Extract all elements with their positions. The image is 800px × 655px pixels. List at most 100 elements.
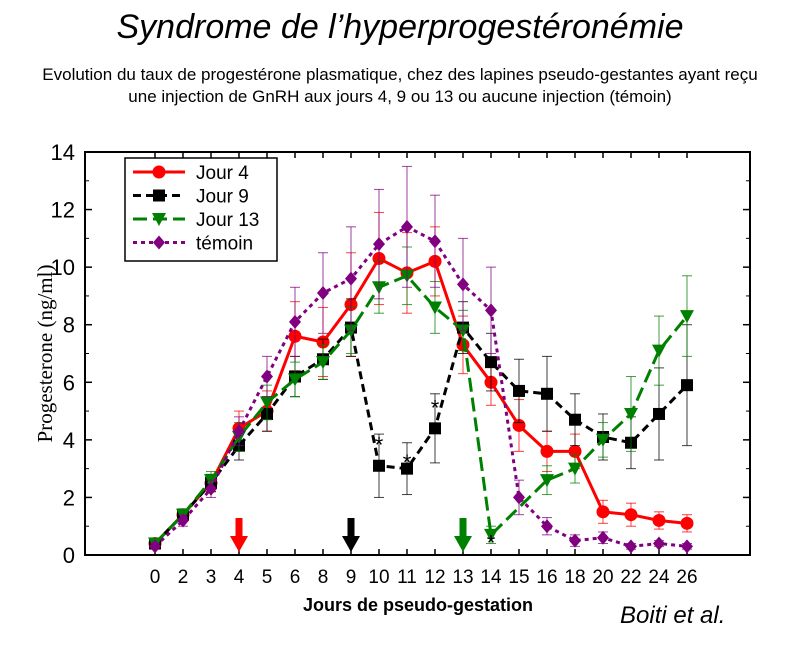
- diamond-marker: [569, 533, 581, 548]
- arrow-shaft: [459, 518, 467, 538]
- significance-mark: *: [375, 433, 384, 458]
- diamond-marker: [373, 237, 385, 252]
- injection-arrow: [230, 518, 248, 552]
- square-marker: [653, 407, 665, 420]
- diamond-marker: [261, 369, 273, 384]
- significance-mark: *: [431, 395, 440, 420]
- triangle-marker: [652, 344, 666, 358]
- diamond-marker: [177, 513, 189, 528]
- y-tick-label: 10: [51, 255, 75, 280]
- square-marker: [401, 462, 413, 475]
- square-marker: [153, 189, 165, 202]
- y-tick-label: 0: [63, 543, 75, 568]
- diamond-marker: [653, 536, 665, 551]
- x-tick-label: 12: [424, 567, 445, 588]
- diamond-marker: [681, 539, 693, 554]
- significance-mark: *: [403, 450, 412, 475]
- circle-marker: [680, 516, 694, 530]
- x-tick-label: 14: [480, 567, 502, 588]
- series-2: [148, 246, 694, 551]
- series-line: [153, 273, 689, 545]
- x-axis-label: Jours de pseudo-gestation: [303, 595, 533, 615]
- legend-label: témoin: [196, 234, 253, 255]
- square-marker: [681, 379, 693, 392]
- x-tick-label: 20: [592, 567, 613, 588]
- diamond-marker: [485, 303, 497, 318]
- circle-marker: [624, 508, 638, 522]
- chart-subtitle: Evolution du taux de progestérone plasma…: [42, 65, 758, 106]
- x-tick-label: 13: [452, 567, 473, 588]
- square-marker: [429, 422, 441, 435]
- arrow-shaft: [235, 518, 243, 538]
- diamond-marker: [429, 234, 441, 249]
- triangle-marker: [540, 474, 554, 488]
- y-axis-label: Progesterone (ng/ml): [33, 265, 57, 443]
- x-tick-label: 2: [178, 567, 189, 588]
- triangle-marker: [316, 356, 330, 370]
- square-marker: [513, 384, 525, 397]
- diamond-marker: [625, 539, 637, 554]
- credit-text: Boiti et al.: [620, 602, 726, 629]
- square-marker: [373, 459, 385, 472]
- diamond-marker: [345, 271, 357, 286]
- y-tick-label: 6: [63, 370, 75, 395]
- triangle-marker: [624, 407, 638, 421]
- triangle-marker: [428, 301, 442, 315]
- diamond-marker: [457, 277, 469, 292]
- triangle-marker: [152, 213, 166, 226]
- circle-marker: [652, 513, 666, 527]
- x-tick-label: 10: [368, 567, 389, 588]
- injection-arrow: [454, 518, 472, 552]
- circle-marker: [596, 505, 610, 519]
- diamond-marker: [541, 519, 553, 534]
- square-marker: [569, 413, 581, 426]
- page-title: Syndrome de l’hyperprogestéronémie: [116, 8, 684, 46]
- x-tick-label: 5: [262, 567, 273, 588]
- triangle-marker: [596, 433, 610, 447]
- square-marker: [541, 387, 553, 400]
- x-tick-label: 24: [648, 567, 670, 588]
- arrow-head: [454, 536, 472, 552]
- x-tick-label: 22: [620, 567, 641, 588]
- legend-label: Jour 9: [196, 187, 249, 208]
- x-tick-label: 18: [564, 567, 585, 588]
- x-tick-label: 15: [508, 567, 529, 588]
- triangle-marker: [568, 462, 582, 476]
- circle-marker: [540, 444, 554, 458]
- y-tick-label: 12: [51, 198, 75, 223]
- triangle-marker: [484, 528, 498, 542]
- x-tick-label: 26: [676, 567, 697, 588]
- legend-label: Jour 13: [196, 210, 259, 231]
- injection-arrow: [342, 518, 360, 552]
- y-tick-label: 4: [63, 428, 75, 453]
- significance-mark: *: [487, 531, 496, 556]
- triangle-marker: [288, 373, 302, 387]
- x-tick-label: 9: [346, 567, 357, 588]
- triangle-marker: [260, 396, 274, 410]
- arrow-head: [342, 536, 360, 552]
- diamond-marker: [205, 481, 217, 496]
- diamond-marker: [149, 539, 161, 554]
- diamond-marker: [153, 235, 165, 250]
- series-line: [153, 225, 688, 548]
- triangle-marker: [680, 310, 694, 324]
- diamond-marker: [597, 530, 609, 545]
- diamond-marker: [317, 286, 329, 301]
- diamond-marker: [513, 490, 525, 505]
- x-tick-label: 6: [290, 567, 301, 588]
- y-tick-label: 8: [63, 313, 75, 338]
- series-0: [148, 211, 694, 550]
- square-marker: [485, 356, 497, 369]
- x-tick-label: 11: [397, 567, 417, 588]
- arrow-head: [230, 536, 248, 552]
- circle-marker: [152, 165, 166, 179]
- x-tick-label: 8: [318, 567, 329, 588]
- arrow-shaft: [347, 518, 355, 538]
- diamond-marker: [233, 424, 245, 439]
- diamond-marker: [289, 314, 301, 329]
- x-tick-label: 16: [536, 567, 557, 588]
- series-3: [149, 165, 693, 554]
- legend-label: Jour 4: [196, 163, 249, 184]
